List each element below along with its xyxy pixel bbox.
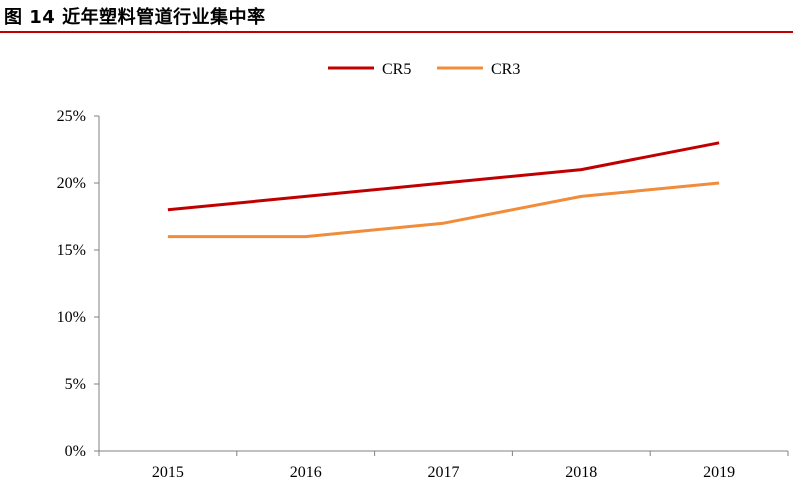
series-line-cr5: [167, 141, 720, 212]
x-tick-label: 2019: [703, 464, 735, 481]
title-rule: [0, 31, 793, 33]
y-tick-label: 15%: [57, 242, 86, 259]
x-tick-label: 2016: [290, 464, 322, 481]
legend-label-cr5: CR5: [382, 61, 411, 78]
series-line-cr3: [167, 181, 720, 239]
figure-title: 图 14 近年塑料管道行业集中率: [4, 7, 266, 28]
y-tick-label: 10%: [57, 309, 86, 326]
x-tick-label: 2018: [565, 464, 597, 481]
y-tick-label: 0%: [65, 443, 86, 460]
x-tick-label: 2015: [152, 464, 184, 481]
y-tick-label: 25%: [57, 108, 86, 125]
y-tick-label: 20%: [57, 175, 86, 192]
x-tick-label: 2017: [428, 464, 460, 481]
legend-label-cr3: CR3: [491, 61, 520, 78]
y-tick-label: 5%: [65, 376, 86, 393]
